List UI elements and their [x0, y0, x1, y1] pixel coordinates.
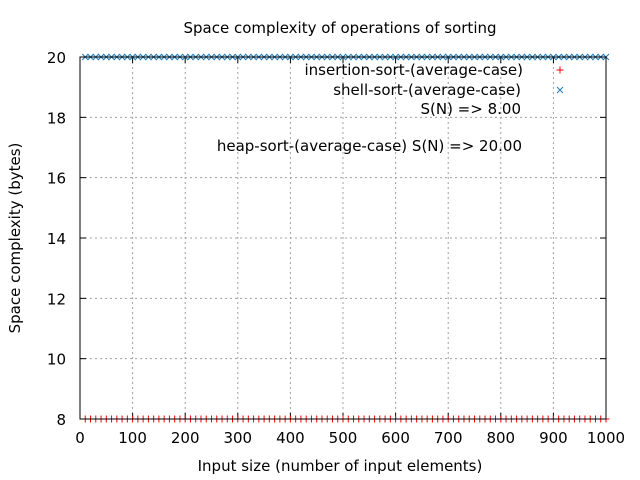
legend-label-shell-sort: shell-sort-(average-case)	[333, 81, 521, 99]
x-tick-label: 200	[171, 429, 200, 447]
chart-title: Space complexity of operations of sortin…	[183, 19, 496, 37]
y-axis-label: Space complexity (bytes)	[6, 143, 24, 334]
x-tick-label: 0	[75, 429, 85, 447]
y-tick-label: 14	[47, 230, 66, 248]
x-tick-label: 100	[118, 429, 147, 447]
x-tick-label: 800	[486, 429, 515, 447]
legend-symbol-cross	[556, 86, 564, 94]
x-tick-label: 1000	[587, 429, 625, 447]
x-tick-label: 900	[539, 429, 568, 447]
x-tick-label: 600	[381, 429, 410, 447]
legend-symbol-plus	[556, 66, 564, 74]
x-tick-label: 500	[329, 429, 358, 447]
x-tick-label: 700	[434, 429, 463, 447]
y-tick-label: 10	[47, 351, 66, 369]
legend-marker-shell-sort	[556, 86, 564, 94]
plot-frame	[79, 56, 607, 420]
y-tick-label: 8	[56, 411, 66, 429]
legend: insertion-sort-(average-case) shell-sort…	[305, 61, 564, 99]
y-tick-label: 20	[47, 49, 66, 67]
y-tick-label: 18	[47, 109, 66, 127]
y-tick-label: 12	[47, 290, 66, 308]
tick-labels: 0 100 200 300 400 500 600 700 800 900 1000 8 10 12 14 1…	[47, 49, 625, 447]
x-tick-label: 400	[276, 429, 305, 447]
x-tick-label: 300	[223, 429, 252, 447]
annotation-insertion-result: S(N) => 8.00	[420, 100, 521, 118]
y-tick-label: 16	[47, 170, 66, 188]
grid	[80, 57, 606, 419]
x-axis-label: Input size (number of input elements)	[198, 457, 483, 475]
legend-marker-insertion-sort	[556, 66, 564, 74]
legend-label-insertion-sort: insertion-sort-(average-case)	[305, 61, 524, 79]
annotation-heap-sort-result: heap-sort-(average-case) S(N) => 20.00	[217, 137, 522, 155]
